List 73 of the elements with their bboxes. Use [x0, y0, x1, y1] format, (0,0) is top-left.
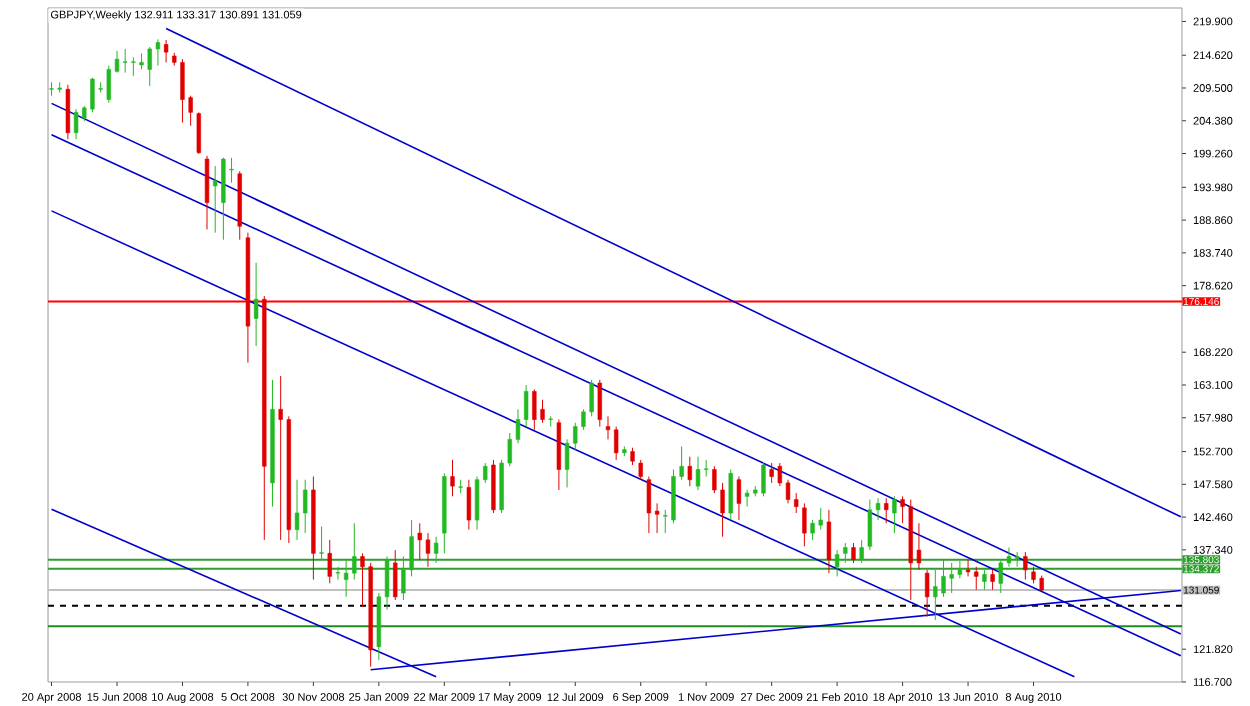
candlestick: [303, 479, 308, 534]
candlestick: [843, 542, 848, 564]
candlestick: [73, 108, 79, 140]
candlestick: [65, 84, 71, 140]
candlestick: [253, 262, 259, 347]
candlestick: [450, 459, 455, 497]
candlestick: [466, 479, 472, 531]
candlestick: [417, 522, 422, 561]
candlestick: [965, 559, 971, 577]
candlestick: [646, 476, 652, 534]
candlestick: [343, 559, 349, 598]
candlestick: [49, 81, 54, 97]
candlestick: [384, 556, 390, 611]
candlestick: [777, 462, 783, 487]
candlestick: [728, 468, 733, 521]
candlestick: [90, 77, 95, 113]
candlestick: [335, 566, 341, 581]
candlestick: [744, 489, 750, 508]
candlestick: [213, 165, 218, 234]
candlestick: [597, 379, 602, 428]
candlestick: [532, 388, 537, 431]
candlestick: [556, 419, 562, 491]
candlestick: [221, 157, 226, 241]
candlestick: [990, 569, 995, 591]
candlestick: [352, 522, 357, 581]
candlestick: [998, 559, 1003, 594]
candlestick: [278, 375, 283, 541]
candlestick: [924, 569, 930, 618]
candlestick: [180, 58, 185, 124]
candlestick: [859, 539, 864, 564]
candlestick: [393, 549, 398, 601]
candlestick: [761, 462, 766, 497]
candlestick: [941, 559, 946, 598]
candlestick: [810, 519, 815, 541]
candlestick: [974, 566, 979, 591]
candlestick: [654, 502, 660, 534]
candlestick: [196, 111, 201, 155]
candlestick: [1014, 551, 1020, 568]
candlestick: [1023, 551, 1028, 581]
candlestick: [892, 495, 897, 534]
candlestick: [785, 479, 791, 504]
candlestick: [802, 502, 807, 547]
candlestick: [294, 479, 300, 541]
candlestick: [540, 399, 545, 424]
candlestick: [155, 38, 161, 67]
candlestick: [867, 499, 873, 551]
candlestick: [523, 384, 529, 428]
candlestick: [851, 542, 856, 564]
candlestick: [834, 549, 840, 577]
candlestick: [957, 560, 963, 579]
candlestick: [769, 462, 774, 484]
candlestick: [982, 569, 987, 591]
candlestick: [131, 56, 136, 77]
candlestick: [695, 456, 701, 491]
candlestick: [204, 155, 210, 230]
candlestick: [327, 539, 332, 584]
candlestick: [671, 468, 676, 524]
candlestick: [433, 536, 439, 564]
candlestick: [875, 497, 881, 521]
candlestick: [491, 459, 496, 514]
candlestick: [147, 46, 152, 87]
candlestick: [687, 456, 692, 487]
candlestick: [826, 509, 832, 574]
candlestick: [319, 525, 324, 561]
candlestick: [163, 39, 169, 63]
candlestick: [736, 476, 742, 521]
candlestick: [949, 562, 954, 594]
candlestick: [933, 569, 938, 621]
candlestick: [425, 532, 431, 568]
candlestick: [638, 459, 643, 481]
candlestick: [548, 415, 553, 428]
candlestick: [818, 507, 823, 531]
candlestick: [884, 497, 889, 524]
